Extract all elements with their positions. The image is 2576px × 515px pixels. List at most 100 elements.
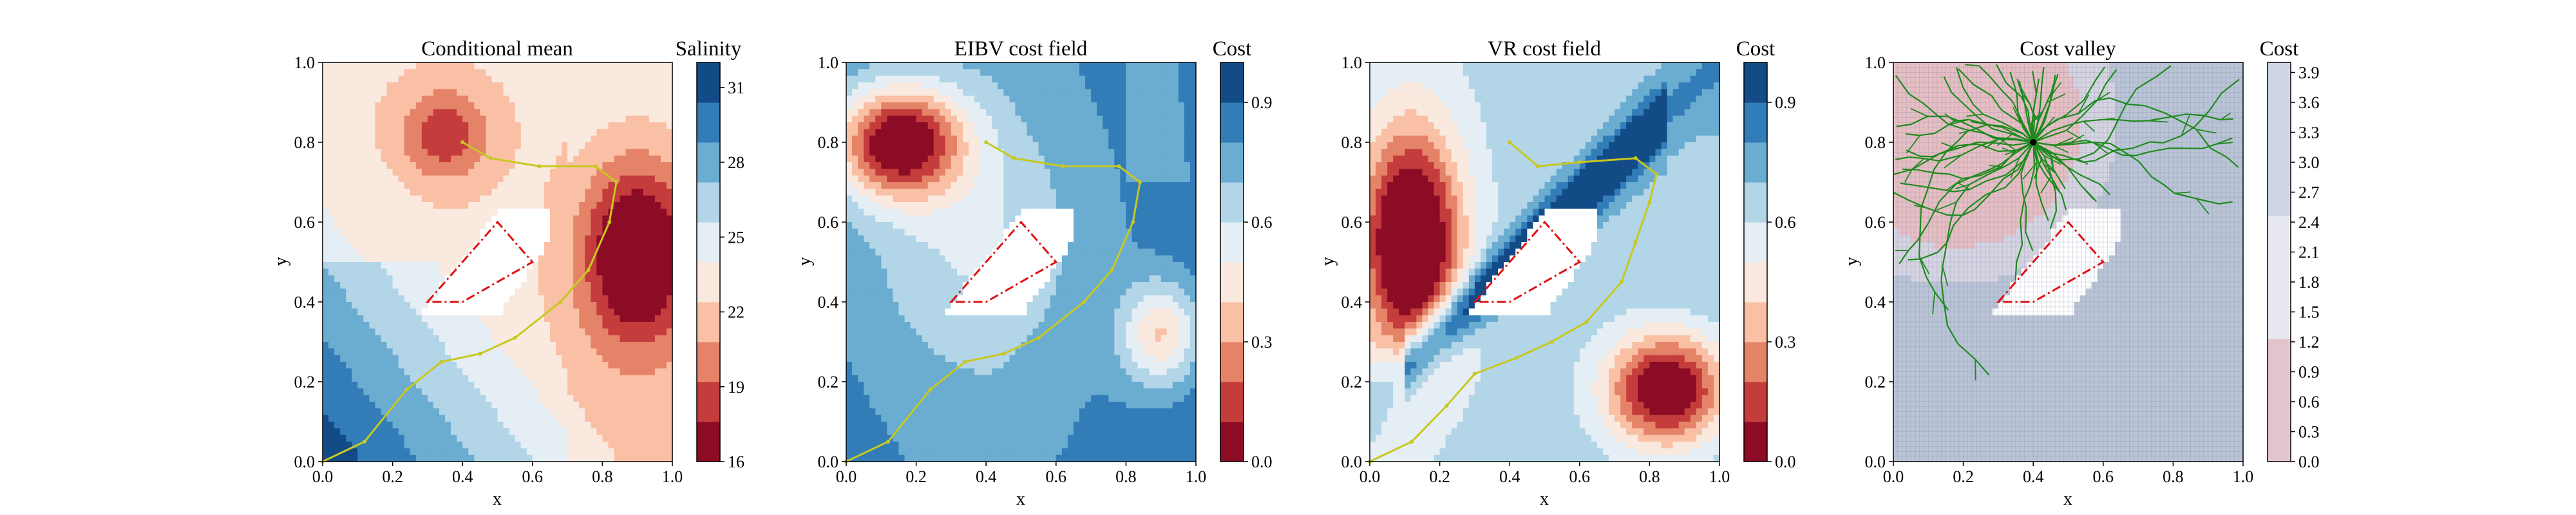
heatmap-cell <box>392 235 399 243</box>
heatmap-cell <box>660 182 667 189</box>
heatmap-cell <box>579 388 585 396</box>
heatmap-cell <box>1061 202 1068 209</box>
heatmap-cell <box>357 182 364 189</box>
heatmap-cell <box>544 142 551 149</box>
heatmap-cell <box>602 262 609 269</box>
heatmap-cell <box>1114 69 1121 77</box>
heatmap-cell <box>433 95 440 103</box>
heatmap-cell <box>323 302 329 309</box>
heatmap-cell <box>340 82 346 89</box>
heatmap-cell <box>375 342 382 349</box>
heatmap-cell <box>579 135 585 143</box>
heatmap-cell <box>666 182 673 189</box>
heatmap-cell <box>462 395 469 402</box>
heatmap-cell <box>602 322 609 329</box>
heatmap-cell <box>497 235 504 243</box>
heatmap-cell <box>898 122 905 129</box>
heatmap-cell <box>346 308 352 316</box>
heatmap-cell <box>433 195 440 203</box>
heatmap-cell <box>375 169 382 176</box>
heatmap-cell <box>1056 95 1063 103</box>
heatmap-cell <box>1189 169 1197 176</box>
heatmap-cell <box>602 448 609 456</box>
heatmap-cell <box>433 115 440 123</box>
heatmap-cell <box>620 162 627 169</box>
heatmap-cell <box>526 275 533 283</box>
heatmap-cell <box>660 408 667 416</box>
heatmap-cell <box>480 382 486 389</box>
heatmap-cell <box>363 115 370 123</box>
heatmap-cell <box>643 142 650 149</box>
heatmap-cell <box>852 95 858 103</box>
heatmap-cell <box>1137 155 1144 163</box>
heatmap-cell <box>939 202 946 209</box>
heatmap-cell <box>468 89 475 97</box>
heatmap-cell <box>591 195 597 203</box>
heatmap-cell <box>549 142 556 149</box>
heatmap-cell <box>986 155 992 163</box>
heatmap-cell <box>532 288 539 296</box>
heatmap-cell <box>562 302 568 309</box>
heatmap-cell <box>392 368 399 376</box>
heatmap-cell <box>1132 155 1139 163</box>
heatmap-cell <box>509 422 516 429</box>
heatmap-cell <box>567 302 574 309</box>
heatmap-cell <box>631 75 638 83</box>
heatmap-cell <box>549 149 556 156</box>
heatmap-cell <box>963 142 969 149</box>
heatmap-cell <box>614 355 621 362</box>
heatmap-cell <box>916 189 923 196</box>
heatmap-cell <box>451 202 457 209</box>
heatmap-cell <box>1103 202 1109 209</box>
heatmap-cell <box>898 115 905 123</box>
heatmap-cell <box>544 282 551 289</box>
heatmap-cell <box>585 95 591 103</box>
heatmap-cell <box>1061 135 1068 143</box>
heatmap-cell <box>549 295 556 303</box>
heatmap-cell <box>386 102 393 109</box>
heatmap-cell <box>998 135 1004 143</box>
heatmap-cell <box>573 408 580 416</box>
heatmap-cell <box>352 454 358 462</box>
heatmap-cell <box>1137 195 1144 203</box>
heatmap-cell <box>392 454 399 462</box>
heatmap-cell <box>951 69 958 77</box>
heatmap-cell <box>497 315 504 323</box>
heatmap-cell <box>643 102 650 109</box>
heatmap-cell <box>1178 82 1185 89</box>
heatmap-cell <box>357 129 364 136</box>
heatmap-cell <box>666 342 673 349</box>
heatmap-cell <box>363 335 370 342</box>
heatmap-cell <box>602 282 609 289</box>
heatmap-cell <box>468 149 475 156</box>
heatmap-cell <box>486 342 493 349</box>
heatmap-cell <box>544 122 551 129</box>
heatmap-cell <box>1137 122 1144 129</box>
heatmap-cell <box>491 362 498 369</box>
heatmap-cell <box>898 109 905 117</box>
heatmap-cell <box>1003 175 1010 183</box>
heatmap-cell <box>457 229 463 236</box>
heatmap-cell <box>649 149 656 156</box>
heatmap-cell <box>410 175 417 183</box>
heatmap-cell <box>398 322 405 329</box>
heatmap-cell <box>334 322 341 329</box>
heatmap-cell <box>346 382 352 389</box>
heatmap-cell <box>544 229 551 236</box>
heatmap-cell <box>666 169 673 176</box>
heatmap-cell <box>904 122 911 129</box>
heatmap-cell <box>357 415 364 422</box>
heatmap-cell <box>457 222 463 229</box>
colorbar-segment <box>697 142 720 183</box>
heatmap-cell <box>474 328 480 336</box>
heatmap-cell <box>328 288 335 296</box>
heatmap-cell <box>415 388 422 396</box>
heatmap-cell <box>1056 182 1063 189</box>
heatmap-cell <box>556 295 562 303</box>
heatmap-cell <box>509 275 516 283</box>
heatmap-cell <box>625 402 632 409</box>
heatmap-cell <box>969 95 975 103</box>
heatmap-cell <box>1015 129 1022 136</box>
heatmap-cell <box>631 69 638 77</box>
heatmap-cell <box>346 288 352 296</box>
